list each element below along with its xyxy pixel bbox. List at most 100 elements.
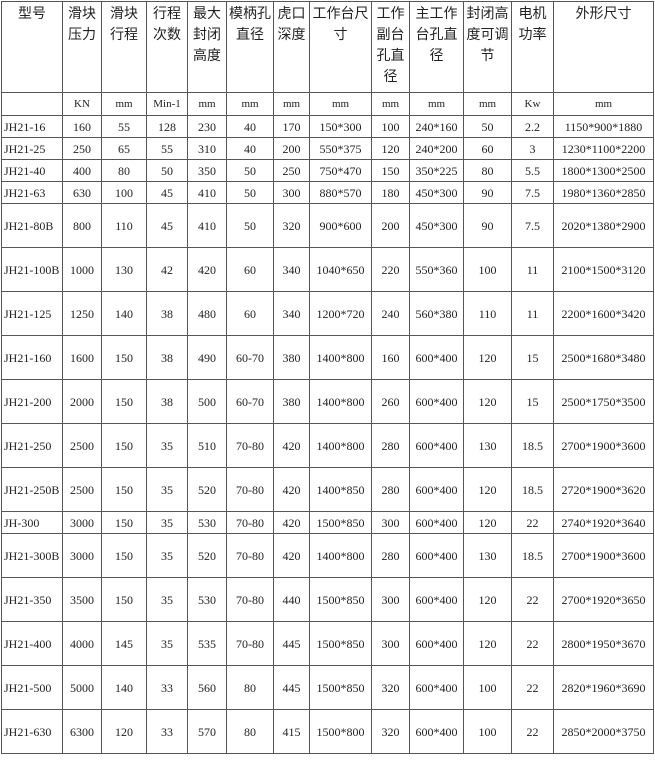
data-cell: 80: [463, 159, 512, 182]
data-cell: 550*375: [309, 137, 372, 160]
model-cell: JH21-300B: [1, 533, 63, 578]
header-cell: 虎口深度: [273, 1, 310, 93]
model-cell: JH21-350: [1, 577, 63, 622]
data-cell: 530: [187, 577, 227, 622]
data-cell: 1000: [62, 247, 102, 292]
data-cell: 100: [463, 665, 512, 710]
header-cell: 滑块压力: [62, 1, 102, 93]
data-cell: 1200*720: [309, 291, 372, 336]
data-cell: 2500: [62, 423, 102, 468]
data-cell: 3500: [62, 577, 102, 622]
data-cell: 600*400: [409, 665, 464, 710]
data-cell: 65: [101, 137, 147, 160]
header-cell: 模柄孔直径: [226, 1, 274, 93]
data-cell: 420: [273, 511, 310, 534]
data-cell: 445: [273, 621, 310, 666]
unit-cell: mm: [273, 92, 310, 116]
data-cell: 150: [101, 467, 147, 512]
data-cell: 18.5: [511, 533, 554, 578]
data-cell: 2700*1900*3600: [553, 533, 654, 578]
data-cell: 1500*800: [309, 709, 372, 754]
data-cell: 200: [371, 203, 410, 248]
model-cell: JH21-400: [1, 621, 63, 666]
data-row: JH-300 3000 150 35 530 70-80 420 1500*850 300 600…: [1, 511, 654, 534]
data-cell: 15: [511, 379, 554, 424]
data-cell: 130: [463, 423, 512, 468]
data-cell: 535: [187, 621, 227, 666]
data-cell: 120: [463, 577, 512, 622]
data-cell: 40: [226, 115, 274, 138]
data-cell: 2720*1900*3620: [553, 467, 654, 512]
model-cell: JH21-630: [1, 709, 63, 754]
data-cell: 410: [187, 181, 227, 204]
data-cell: 2800*1950*3670: [553, 621, 654, 666]
data-cell: 560: [187, 665, 227, 710]
data-cell: 50: [463, 115, 512, 138]
data-row: JH21-200 2000 150 38 500 60-70 380 1400*800 260 6…: [1, 379, 654, 424]
data-cell: 420: [273, 467, 310, 512]
data-cell: 18.5: [511, 467, 554, 512]
data-cell: 520: [187, 533, 227, 578]
data-cell: 70-80: [226, 467, 274, 512]
data-row: JH21-630 6300 120 33 570 80 415 1500*800 320 600*…: [1, 709, 654, 754]
data-cell: 60-70: [226, 335, 274, 380]
data-cell: 2020*1380*2900: [553, 203, 654, 248]
data-cell: 2850*2000*3750: [553, 709, 654, 754]
data-cell: 150: [101, 335, 147, 380]
data-cell: 130: [101, 247, 147, 292]
model-cell: JH21-250: [1, 423, 63, 468]
data-cell: 80: [101, 159, 147, 182]
data-cell: 55: [101, 115, 147, 138]
data-cell: 1500*850: [309, 511, 372, 534]
data-cell: 1500*850: [309, 665, 372, 710]
data-cell: 1500*850: [309, 577, 372, 622]
data-cell: 5000: [62, 665, 102, 710]
data-cell: 35: [146, 533, 188, 578]
data-cell: 320: [273, 203, 310, 248]
data-cell: 35: [146, 511, 188, 534]
data-cell: 35: [146, 423, 188, 468]
data-cell: 50: [226, 181, 274, 204]
data-cell: 220: [371, 247, 410, 292]
data-cell: 38: [146, 291, 188, 336]
data-cell: 40: [226, 137, 274, 160]
model-cell: JH-300: [1, 511, 63, 534]
data-cell: 3: [511, 137, 554, 160]
data-row: JH21-100B 1000 130 42 420 60 340 1040*650 220 550…: [1, 247, 654, 292]
data-cell: 1400*800: [309, 379, 372, 424]
data-cell: 128: [146, 115, 188, 138]
data-cell: 600*400: [409, 709, 464, 754]
data-cell: 22: [511, 709, 554, 754]
data-cell: 150: [101, 533, 147, 578]
data-cell: 200: [273, 137, 310, 160]
data-cell: 415: [273, 709, 310, 754]
data-cell: 600*400: [409, 533, 464, 578]
data-cell: 250: [62, 137, 102, 160]
data-cell: 35: [146, 577, 188, 622]
data-cell: 90: [463, 203, 512, 248]
data-cell: 140: [101, 291, 147, 336]
data-cell: 160: [62, 115, 102, 138]
data-cell: 140: [101, 665, 147, 710]
data-cell: 600*400: [409, 423, 464, 468]
unit-cell: mm: [309, 92, 372, 116]
data-cell: 1040*650: [309, 247, 372, 292]
data-cell: 280: [371, 467, 410, 512]
data-cell: 80: [226, 709, 274, 754]
data-cell: 100: [463, 247, 512, 292]
data-cell: 440: [273, 577, 310, 622]
data-cell: 240*160: [409, 115, 464, 138]
data-cell: 150: [101, 511, 147, 534]
data-cell: 300: [273, 181, 310, 204]
header-cell: 滑块行程: [101, 1, 147, 93]
data-cell: 7.5: [511, 181, 554, 204]
data-cell: 7.5: [511, 203, 554, 248]
spec-table: 型号 滑块压力 滑块行程 行程次数 最大封闭高度 模柄孔直径 虎口深度 工作台尺寸 工作副台孔直…: [1, 1, 654, 754]
data-cell: 120: [463, 511, 512, 534]
data-cell: 180: [371, 181, 410, 204]
model-cell: JH21-80B: [1, 203, 63, 248]
data-cell: 380: [273, 335, 310, 380]
unit-cell: Kw: [511, 92, 554, 116]
data-cell: 1400*800: [309, 533, 372, 578]
data-cell: 350*225: [409, 159, 464, 182]
